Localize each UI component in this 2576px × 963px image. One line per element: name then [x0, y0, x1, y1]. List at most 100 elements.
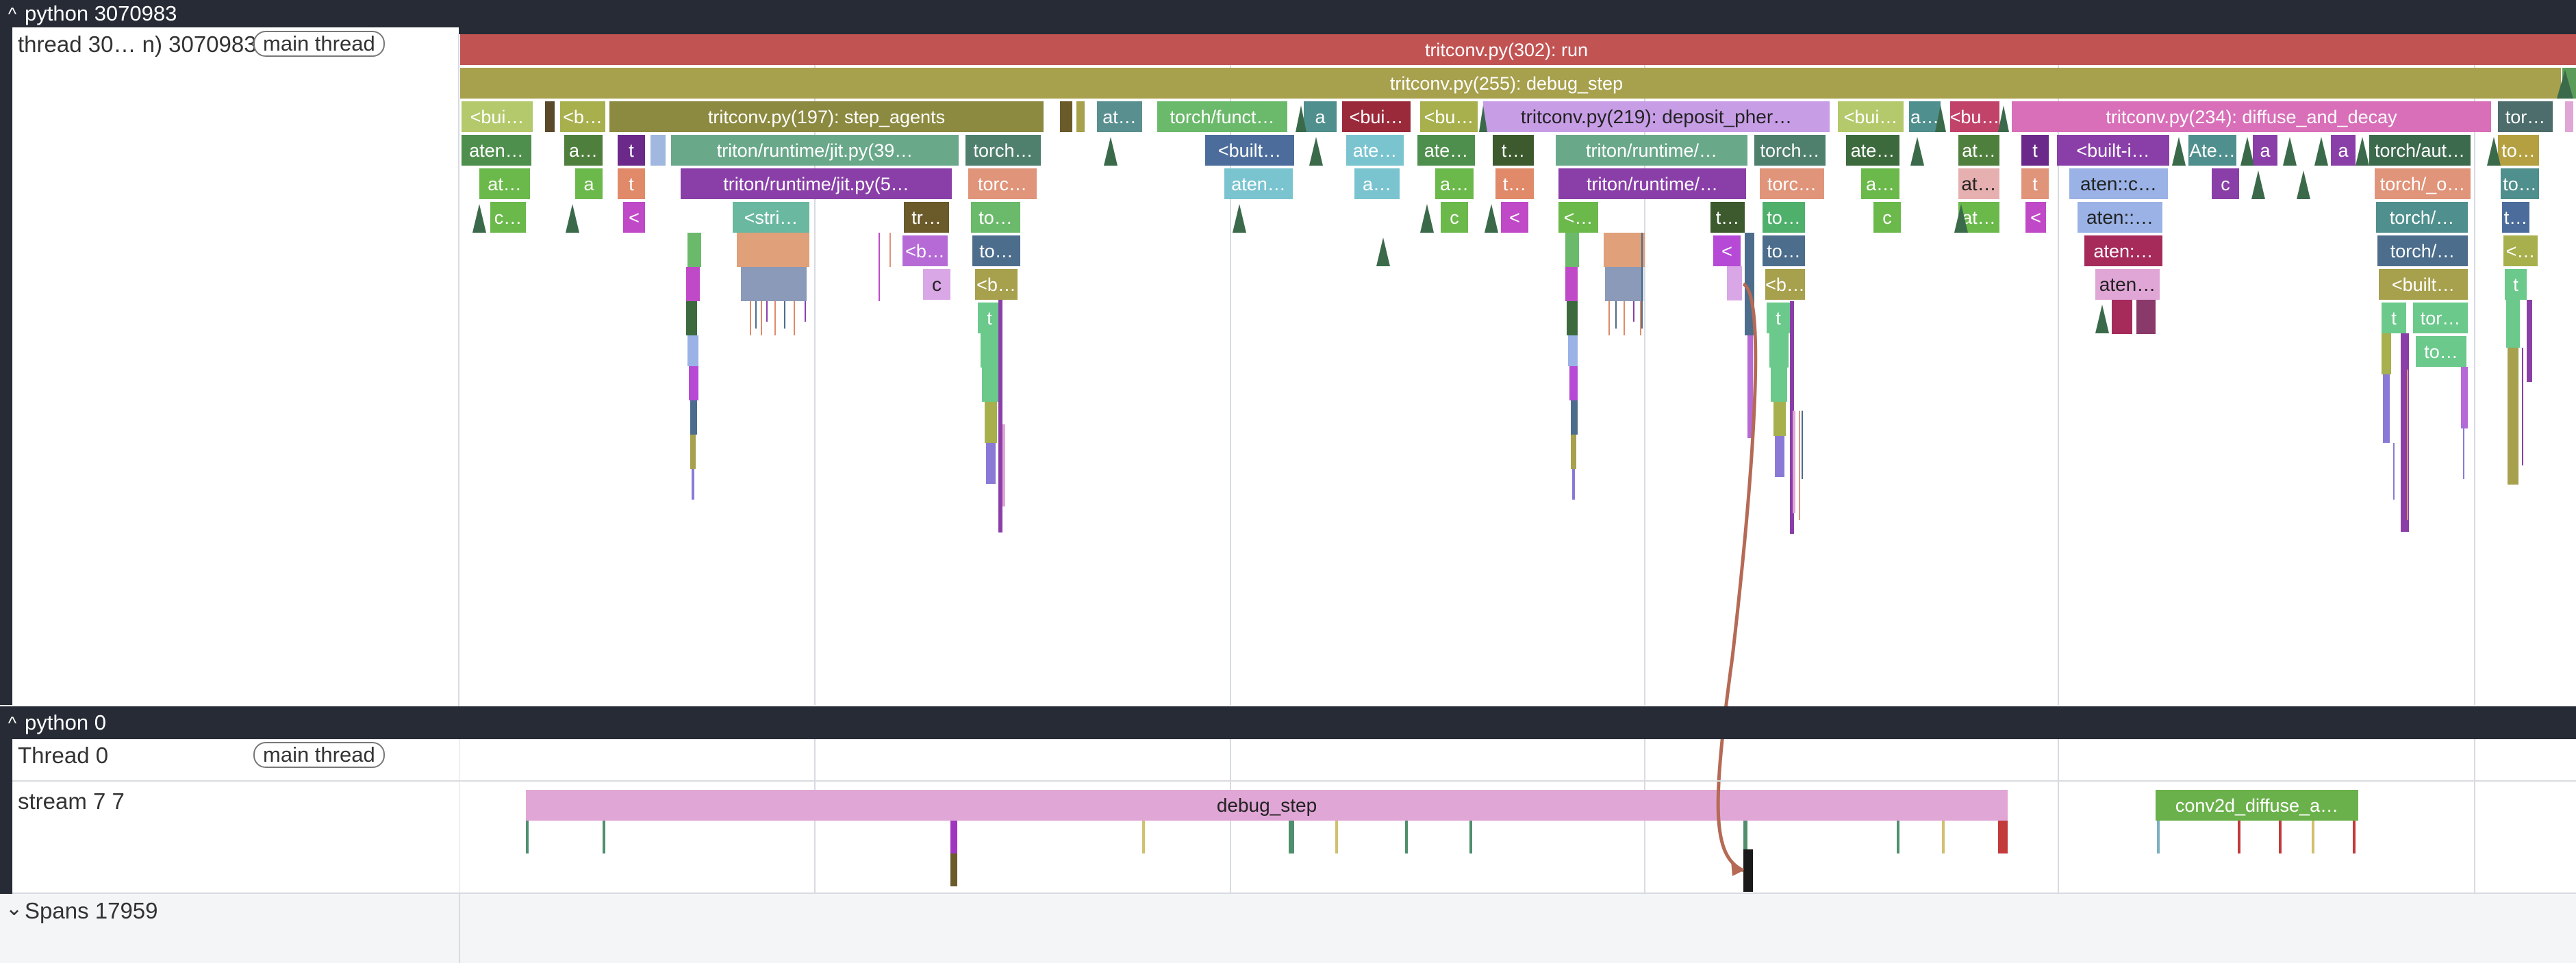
flame-frame[interactable] [2084, 235, 2162, 266]
spans-row[interactable]: ⌄ Spans 17959 [0, 894, 2576, 963]
flame-frame-step-agents[interactable] [609, 101, 1044, 132]
flame-frame[interactable] [2382, 303, 2406, 333]
flame-marker[interactable] [2240, 137, 2254, 166]
flame-marker[interactable] [2314, 137, 2328, 166]
flame-frame[interactable] [2375, 168, 2471, 199]
flame-frame[interactable] [1569, 366, 1578, 400]
flame-frame[interactable] [1727, 266, 1742, 300]
flame-frame[interactable] [1417, 135, 1475, 166]
flame-marker[interactable] [1485, 204, 1498, 233]
flame-marker[interactable] [2095, 305, 2109, 333]
flame-frame[interactable] [2383, 374, 2390, 443]
flame-frame[interactable] [2369, 135, 2471, 166]
flame-marker[interactable] [1910, 137, 1924, 166]
flame-marker[interactable] [566, 204, 579, 233]
flame-frame[interactable] [564, 135, 603, 166]
flame-frame[interactable] [545, 101, 555, 132]
gpu-tick[interactable] [2238, 821, 2240, 853]
flame-marker[interactable] [2557, 70, 2573, 99]
gpu-tick[interactable] [1743, 821, 1747, 853]
main-thread-name[interactable]: thread 30… n) 3070983 [18, 31, 257, 57]
flame-frame[interactable] [737, 233, 809, 267]
flame-frame[interactable] [687, 233, 701, 267]
flame-frame[interactable] [1958, 168, 1999, 199]
flame-frame[interactable] [1304, 101, 1337, 132]
flame-frame[interactable] [2416, 336, 2466, 367]
flame-frame[interactable] [490, 202, 526, 233]
flame-frame[interactable] [2501, 168, 2539, 199]
flame-frame[interactable] [1060, 101, 1072, 132]
flame-frame[interactable] [1605, 267, 1643, 301]
flame-frame[interactable] [686, 267, 700, 301]
flame-frame[interactable] [2112, 300, 2132, 334]
flame-frame[interactable] [681, 168, 952, 199]
flame-frame[interactable] [2502, 202, 2529, 233]
flame-frame[interactable] [462, 101, 533, 132]
flame-frame[interactable] [1565, 267, 1578, 301]
flame-frame[interactable] [1568, 335, 1578, 366]
flame-frame[interactable] [1097, 101, 1142, 132]
flame-frame[interactable] [998, 300, 1002, 532]
flame-frame[interactable] [1501, 202, 1528, 233]
flame-marker[interactable] [2356, 137, 2369, 166]
gpu-span-conv2d[interactable] [2156, 790, 2358, 821]
flame-frame[interactable] [2498, 101, 2553, 132]
flame-frame[interactable] [1861, 168, 1899, 199]
flame-frame[interactable] [1763, 235, 1805, 266]
flame-frame[interactable] [2253, 135, 2277, 166]
flame-marker[interactable] [2172, 137, 2186, 166]
flame-marker[interactable] [2487, 137, 2501, 166]
flame-marker[interactable] [1296, 105, 1306, 132]
flame-frame[interactable] [923, 269, 950, 300]
flame-frame-debug-step[interactable] [460, 68, 2561, 99]
flame-frame[interactable] [686, 301, 697, 335]
gpu-tick[interactable] [1998, 821, 2008, 853]
flame-frame[interactable] [1558, 202, 1598, 233]
flame-frame[interactable] [904, 202, 949, 233]
flame-frame[interactable] [2413, 303, 2468, 333]
flame-frame[interactable] [2508, 348, 2518, 485]
flame-frame[interactable] [2078, 202, 2162, 233]
flame-frame[interactable] [1493, 135, 1534, 166]
flame-marker[interactable] [1233, 204, 1246, 233]
process-header-python-3070983[interactable]: ^ python 3070983 [0, 0, 2576, 27]
flame-frame[interactable] [1909, 101, 1941, 132]
flame-frame[interactable] [1002, 424, 1005, 506]
flame-frame[interactable] [2376, 202, 2468, 233]
flame-frame[interactable] [479, 168, 530, 199]
flame-frame[interactable] [560, 101, 605, 132]
gpu-tick[interactable] [1289, 821, 1294, 853]
flame-frame[interactable] [1767, 303, 1790, 333]
flame-frame[interactable] [2503, 235, 2538, 266]
flame-frame[interactable] [2382, 333, 2391, 374]
process-header-python-0[interactable]: ^ python 0 [0, 706, 2576, 739]
flame-frame[interactable] [986, 443, 996, 484]
collapse-chevron-icon[interactable]: ^ [8, 3, 17, 24]
flame-marker[interactable] [2251, 170, 2265, 199]
flame-frame[interactable] [1713, 235, 1741, 266]
flame-frame[interactable] [1441, 202, 1468, 233]
gpu-tick[interactable] [1897, 821, 1899, 853]
flame-frame[interactable] [985, 402, 997, 443]
flame-frame[interactable] [2021, 135, 2049, 166]
flame-frame[interactable] [741, 267, 807, 301]
stream-name[interactable]: stream 7 7 [18, 788, 125, 814]
flame-frame[interactable] [618, 168, 645, 199]
flame-frame[interactable] [1793, 411, 1795, 513]
flame-frame[interactable] [1205, 135, 1294, 166]
flame-frame-run[interactable] [460, 34, 2576, 65]
flame-frame[interactable] [2506, 300, 2520, 348]
flame-frame[interactable] [1354, 168, 1400, 199]
flame-frame[interactable] [965, 135, 1041, 166]
flame-frame[interactable] [690, 400, 697, 435]
flame-frame[interactable] [2331, 135, 2356, 166]
flame-frame[interactable] [618, 135, 645, 166]
flame-frame[interactable] [690, 435, 696, 469]
flame-frame[interactable] [1771, 368, 1787, 402]
flame-frame[interactable] [2565, 101, 2573, 132]
flame-frame[interactable] [1763, 202, 1805, 233]
flame-frame-diffuse-and-decay[interactable] [2012, 101, 2491, 132]
flame-frame[interactable] [1773, 402, 1786, 436]
flame-frame[interactable] [2527, 300, 2532, 382]
flame-frame[interactable] [2379, 269, 2468, 300]
